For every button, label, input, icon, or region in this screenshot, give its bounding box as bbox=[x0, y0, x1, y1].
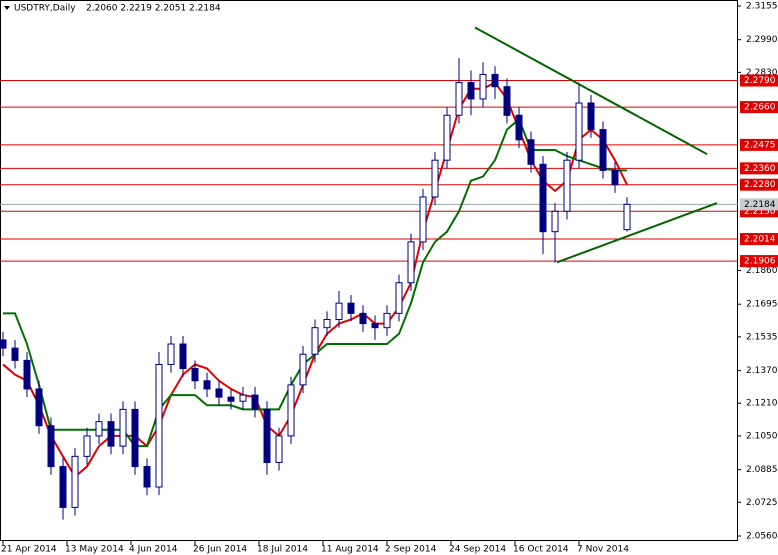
candle-body bbox=[251, 394, 259, 410]
y-tick-label: 2.0725 bbox=[746, 498, 778, 508]
candle-body bbox=[143, 466, 151, 488]
x-tick-label: 11 Aug 2014 bbox=[321, 545, 379, 555]
candle-body bbox=[83, 435, 91, 457]
candle-body bbox=[515, 114, 523, 141]
y-tick-label: 2.1535 bbox=[746, 332, 778, 342]
candle-body bbox=[371, 323, 379, 329]
candle-body bbox=[599, 129, 607, 171]
candle-body bbox=[107, 421, 115, 447]
candle-body bbox=[11, 347, 19, 361]
x-tick-label: 2 Sep 2014 bbox=[385, 545, 437, 555]
candle-body bbox=[131, 408, 139, 468]
candle-body bbox=[311, 327, 319, 355]
x-tick-label: 4 Jun 2014 bbox=[129, 545, 178, 555]
y-tick-label: 2.2830 bbox=[746, 68, 778, 78]
last-price-tag bbox=[740, 198, 778, 211]
candle-body bbox=[227, 396, 235, 402]
candle-body bbox=[287, 384, 295, 437]
candle-body bbox=[239, 394, 247, 402]
candle-body bbox=[335, 302, 343, 321]
level-label: 2.1906 bbox=[744, 257, 776, 267]
trendline bbox=[474, 26, 708, 155]
y-tick-label: 2.3155 bbox=[746, 2, 778, 12]
candle-body bbox=[491, 73, 499, 88]
x-tick-label: 18 Jul 2014 bbox=[257, 545, 308, 555]
x-tick-label: 26 Jun 2014 bbox=[193, 545, 247, 555]
candle-body bbox=[455, 82, 463, 116]
candle-body bbox=[539, 163, 547, 233]
x-tick-label: 13 May 2014 bbox=[65, 545, 124, 555]
candle-body bbox=[119, 408, 127, 447]
y-tick-label: 2.0560 bbox=[746, 532, 778, 542]
candle-body bbox=[479, 73, 487, 100]
candle-body bbox=[35, 388, 43, 427]
candle-body bbox=[611, 169, 619, 186]
y-tick-label: 2.1210 bbox=[746, 399, 778, 409]
candle-body bbox=[59, 466, 67, 508]
candle-body bbox=[395, 282, 403, 314]
level-tag bbox=[740, 162, 778, 175]
candle-body bbox=[203, 380, 211, 390]
level-label: 2.2360 bbox=[744, 164, 776, 174]
level-tag bbox=[740, 101, 778, 114]
x-tick-label: 7 Nov 2014 bbox=[577, 545, 629, 555]
candle-body bbox=[263, 408, 271, 463]
level-tag bbox=[740, 74, 778, 87]
last-price-label: 2.2184 bbox=[744, 200, 776, 210]
x-tick-label: 16 Oct 2014 bbox=[513, 545, 569, 555]
x-tick-label: 21 Apr 2014 bbox=[1, 545, 57, 555]
y-tick-label: 2.1695 bbox=[746, 300, 778, 310]
level-label: 2.2014 bbox=[744, 235, 776, 245]
candle-body bbox=[527, 139, 535, 165]
level-label: 2.2475 bbox=[744, 140, 776, 150]
candle-body bbox=[575, 102, 583, 161]
level-tag bbox=[740, 233, 778, 246]
candle-body bbox=[275, 435, 283, 463]
candle-body bbox=[623, 203, 631, 231]
candle-body bbox=[359, 312, 367, 325]
candle-body bbox=[323, 319, 331, 329]
candle-body bbox=[407, 241, 415, 284]
candle-body bbox=[443, 114, 451, 161]
symbol-title: USDTRY,Daily bbox=[14, 4, 76, 14]
level-tag bbox=[740, 255, 778, 268]
level-label: 2.2660 bbox=[744, 103, 776, 113]
menu-arrow bbox=[4, 6, 10, 10]
candle-body bbox=[0, 339, 7, 349]
y-tick-label: 2.1860 bbox=[746, 266, 778, 276]
y-tick-label: 2.0885 bbox=[746, 465, 778, 475]
y-tick-label: 2.1370 bbox=[746, 366, 778, 376]
candle-body bbox=[47, 425, 55, 468]
candle-body bbox=[23, 359, 31, 390]
y-tick-label: 2.2990 bbox=[746, 35, 778, 45]
candle-body bbox=[71, 455, 79, 508]
x-tick-label: 24 Sep 2014 bbox=[449, 545, 506, 555]
candle-body bbox=[503, 86, 511, 116]
candle-body bbox=[587, 102, 595, 131]
header-quote: 2.2060 2.2219 2.2051 2.2184 bbox=[86, 4, 221, 14]
level-tag bbox=[740, 138, 778, 151]
candle-body bbox=[383, 312, 391, 329]
candle-body bbox=[299, 353, 307, 386]
level-label: 2.2280 bbox=[744, 180, 776, 190]
candle-body bbox=[155, 363, 163, 488]
plot-frame bbox=[0, 0, 738, 541]
candle-body bbox=[215, 388, 223, 398]
candle-body bbox=[551, 210, 559, 233]
candle-body bbox=[563, 159, 571, 212]
candle-body bbox=[467, 82, 475, 100]
level-label: 2.2790 bbox=[744, 76, 776, 86]
candle-body bbox=[347, 302, 355, 314]
candle-body bbox=[95, 421, 103, 437]
level-label: 2.2150 bbox=[744, 207, 776, 217]
candle-body bbox=[191, 368, 199, 382]
candle-body bbox=[419, 196, 427, 243]
y-tick-label: 2.1050 bbox=[746, 431, 778, 441]
candle-body bbox=[431, 159, 439, 198]
level-tag bbox=[740, 178, 778, 191]
candle-body bbox=[179, 343, 187, 370]
candle-body bbox=[167, 343, 175, 365]
trendline bbox=[556, 202, 718, 264]
